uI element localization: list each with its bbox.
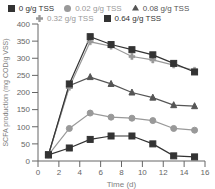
html-text:0.02 g/g TSS: 0.02 g/g TSS: [75, 4, 122, 13]
html-text:0.32 g/g TSS: 0.32 g/g TSS: [46, 14, 94, 23]
html-text:0 g/g TSS: 0 g/g TSS: [18, 4, 55, 13]
svg-text:100: 100: [17, 123, 31, 132]
svg-text:0: 0: [36, 168, 41, 177]
svg-text:12: 12: [159, 168, 168, 177]
svg-text:0: 0: [26, 157, 31, 166]
svg-text:16: 16: [201, 168, 207, 177]
svg-text:300: 300: [17, 54, 31, 63]
svg-text:50: 50: [21, 140, 30, 149]
svg-text:8: 8: [119, 168, 124, 177]
svg-text:200: 200: [17, 88, 31, 97]
html-text:0.08 g/g TSS: 0.08 g/g TSS: [142, 4, 190, 13]
svg-text:14: 14: [180, 168, 189, 177]
svg-text:6: 6: [98, 168, 103, 177]
svg-text:Time (d): Time (d): [107, 180, 137, 189]
svg-text:10: 10: [138, 168, 147, 177]
svg-text:SCFA production (mg COD/g VSS): SCFA production (mg COD/g VSS): [8, 38, 10, 146]
svg-text:4: 4: [78, 168, 83, 177]
svg-text:150: 150: [17, 105, 31, 114]
svg-text:250: 250: [17, 71, 31, 80]
html-text:0.64 g/g TSS: 0.64 g/g TSS: [114, 14, 162, 23]
svg-text:400: 400: [17, 20, 31, 29]
svg-text:350: 350: [17, 37, 31, 46]
svg-text:2: 2: [57, 168, 62, 177]
